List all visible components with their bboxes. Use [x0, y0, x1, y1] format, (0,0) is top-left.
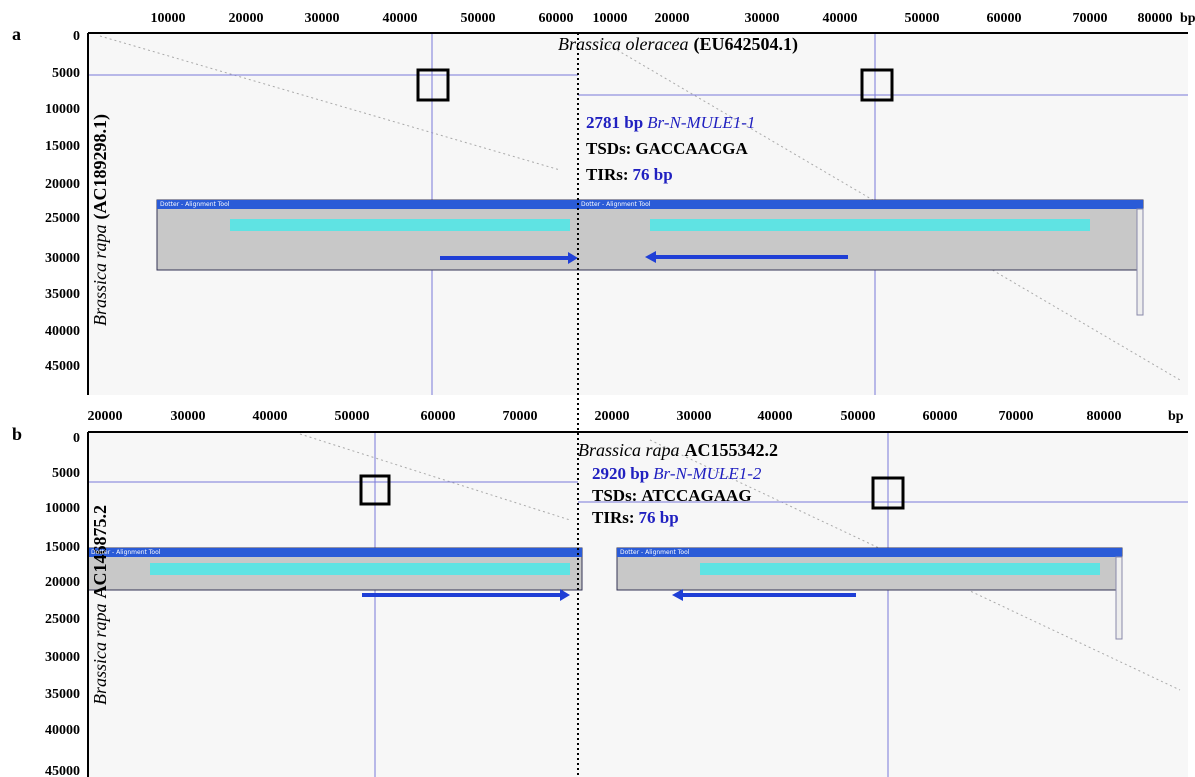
- y-tick-label: 40000: [45, 324, 80, 339]
- x-tick-label: 60000: [539, 11, 574, 26]
- x-tick-label: 20000: [595, 409, 630, 424]
- y-tick-label: 35000: [45, 287, 80, 302]
- y-tick-label: 45000: [45, 359, 80, 374]
- figure: a100002000030000400005000060000100002000…: [0, 0, 1195, 777]
- x-title-rest: (EU642504.1): [693, 34, 798, 55]
- x-tick-label: 30000: [305, 11, 340, 26]
- x-tick-label: 20000: [88, 409, 123, 424]
- y-tick-label: 25000: [45, 211, 80, 226]
- x-title: Brassica oleracea(EU642504.1): [558, 34, 798, 55]
- tsd-sequence: ATCCAGAAG: [641, 486, 751, 505]
- window-title: Dotter - Alignment Tool: [91, 549, 161, 556]
- y-tick-label: 30000: [45, 650, 80, 665]
- y-title: Brassica rapa (AC189298.1): [90, 114, 111, 326]
- element-name: Br-N-MULE1-2: [653, 464, 762, 483]
- element-name: Br-N-MULE1-1: [647, 113, 755, 132]
- x-tick-label: 30000: [171, 409, 206, 424]
- x-unit: bp: [1168, 409, 1184, 424]
- y-tick-label: 15000: [45, 540, 80, 555]
- annotation: TSDs:GACCAACGA: [586, 139, 748, 158]
- x-tick-label: 10000: [593, 11, 628, 26]
- x-tick-label: 40000: [383, 11, 418, 26]
- x-tick-label: 30000: [745, 11, 780, 26]
- x-tick-label: 10000: [151, 11, 186, 26]
- element-length: 2920 bp: [592, 464, 649, 483]
- x-tick-label: 40000: [758, 409, 793, 424]
- tsd-sequence: GACCAACGA: [635, 139, 748, 158]
- tir-label: TIRs:: [592, 508, 635, 527]
- window-title: Dotter - Alignment Tool: [620, 549, 690, 556]
- y-title: Brassica rapaAC146875.2: [90, 505, 110, 705]
- x-tick-label: 70000: [503, 409, 538, 424]
- x-tick-label: 20000: [655, 11, 690, 26]
- x-tick-label: 70000: [1073, 11, 1108, 26]
- y-tick-label: 40000: [45, 723, 80, 738]
- y-tick-label: 0: [73, 431, 80, 446]
- tir-length: 76 bp: [639, 508, 679, 527]
- tsd-label: TSDs:: [586, 139, 631, 158]
- panel-label: a: [12, 24, 21, 44]
- y-tick-label: 45000: [45, 764, 80, 777]
- y-tick-label: 20000: [45, 575, 80, 590]
- y-tick-label: 10000: [45, 102, 80, 117]
- panel-label: b: [12, 424, 22, 444]
- x-tick-label: 60000: [421, 409, 456, 424]
- x-tick-label: 60000: [923, 409, 958, 424]
- x-tick-label: 50000: [335, 409, 370, 424]
- y-tick-label: 0: [73, 29, 80, 44]
- x-title-italic: Brassica oleracea: [558, 34, 688, 54]
- tir-label: TIRs:: [586, 165, 629, 184]
- tsd-label: TSDs:: [592, 486, 637, 505]
- x-tick-label: 20000: [229, 11, 264, 26]
- dotplot-bg: [88, 432, 1188, 777]
- x-tick-label: 30000: [677, 409, 712, 424]
- y-title-rest: (AC189298.1): [90, 114, 111, 220]
- y-tick-label: 35000: [45, 687, 80, 702]
- y-tick-label: 20000: [45, 177, 80, 192]
- x-tick-label: 60000: [987, 11, 1022, 26]
- annotation: TSDs:ATCCAGAAG: [592, 486, 752, 505]
- tir-length: 76 bp: [633, 165, 673, 184]
- y-title-italic: Brassica rapa: [90, 224, 110, 326]
- window-title: Dotter - Alignment Tool: [581, 201, 651, 208]
- x-tick-label: 80000: [1087, 409, 1122, 424]
- y-tick-label: 5000: [52, 66, 80, 81]
- x-tick-label: 70000: [999, 409, 1034, 424]
- x-tick-label: 50000: [461, 11, 496, 26]
- y-tick-label: 15000: [45, 139, 80, 154]
- x-tick-label: 40000: [823, 11, 858, 26]
- y-tick-label: 30000: [45, 251, 80, 266]
- y-tick-label: 10000: [45, 501, 80, 516]
- window-title: Dotter - Alignment Tool: [160, 201, 230, 208]
- x-title-italic: Brassica rapa: [578, 440, 680, 460]
- x-title-rest: AC155342.2: [685, 440, 779, 460]
- y-title-italic: Brassica rapa: [90, 603, 110, 705]
- y-tick-label: 25000: [45, 612, 80, 627]
- x-tick-label: 50000: [841, 409, 876, 424]
- x-tick-label: 50000: [905, 11, 940, 26]
- x-unit: bp: [1180, 11, 1195, 26]
- element-length: 2781 bp: [586, 113, 643, 132]
- x-tick-label: 80000: [1138, 11, 1173, 26]
- x-tick-label: 40000: [253, 409, 288, 424]
- y-tick-label: 5000: [52, 466, 80, 481]
